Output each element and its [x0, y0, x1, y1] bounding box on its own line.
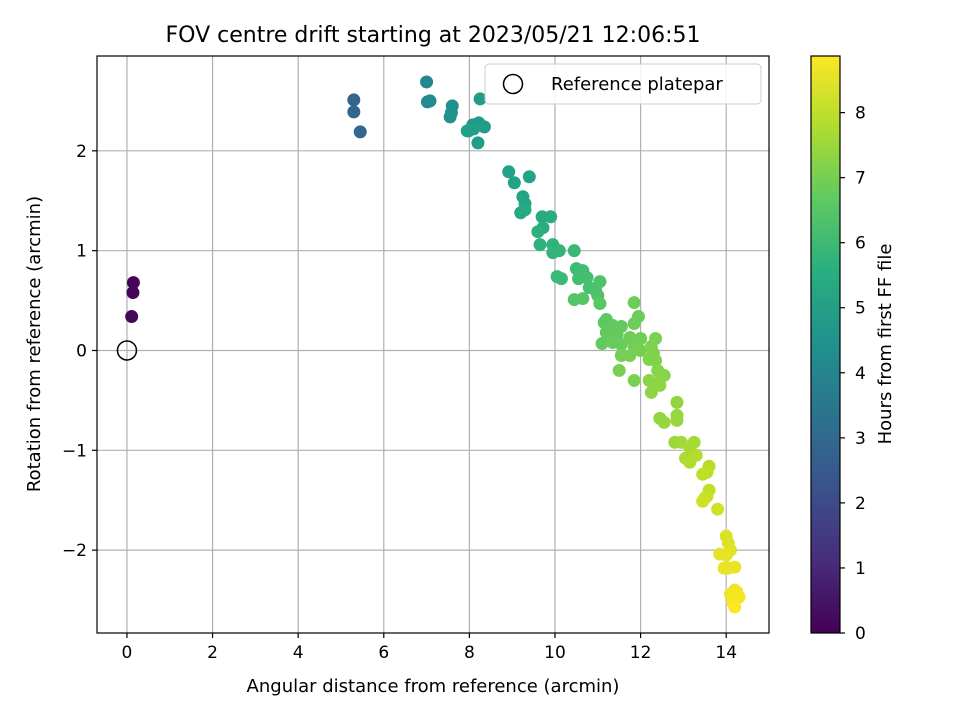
reference-platepar-marker: [116, 340, 138, 361]
data-point-6: [420, 75, 434, 89]
data-point-80: [670, 395, 684, 409]
colorbar-tick-label-8: 8: [855, 104, 866, 124]
data-point-21: [507, 176, 521, 190]
x-tick-label-7: 14: [715, 643, 737, 663]
colorbar-label: Hours from first FF file: [875, 244, 896, 445]
x-tick-label-2: 4: [293, 643, 304, 663]
data-point-64: [634, 343, 648, 357]
data-point-55: [595, 337, 609, 351]
data-point-30: [531, 225, 545, 239]
data-point-11: [443, 110, 457, 124]
data-point-19: [460, 124, 474, 138]
data-point-53: [599, 326, 613, 340]
data-point-3: [347, 93, 361, 107]
data-point-94: [696, 467, 710, 481]
colorbar-tick-label-6: 6: [855, 234, 866, 254]
colorbar-tick-label-4: 4: [855, 364, 866, 384]
data-point-34: [552, 244, 566, 258]
data-point-58: [627, 296, 641, 310]
data-point-47: [576, 292, 590, 306]
colorbar-tick-label-7: 7: [855, 169, 866, 189]
y-tick-label-0: −2: [62, 541, 87, 561]
data-point-26: [518, 203, 532, 217]
colorbar-tick-label-3: 3: [855, 429, 866, 449]
x-tick-label-1: 2: [207, 643, 218, 663]
data-point-8: [423, 94, 437, 108]
data-point-17: [473, 92, 487, 106]
data-point-41: [580, 271, 594, 285]
x-tick-label-0: 0: [122, 643, 133, 663]
data-point-99: [711, 502, 725, 516]
data-point-60: [627, 317, 641, 331]
reference-marker-group: [116, 340, 138, 361]
data-point-104: [719, 548, 733, 562]
legend-label: Reference platepar: [551, 74, 723, 95]
colorbar-tick-label-5: 5: [855, 299, 866, 319]
colorbar-ticks: 0 1 2 3 4 5 6 7 8: [840, 104, 866, 644]
data-point-73: [649, 353, 663, 367]
x-axis-label: Angular distance from reference (arcmin): [247, 676, 620, 697]
data-point-37: [554, 272, 568, 286]
y-axis-ticks: −2 −1 0 1 2: [62, 142, 97, 561]
data-point-67: [612, 363, 626, 377]
data-point-15: [477, 120, 491, 134]
data-point-5: [353, 125, 367, 139]
colorbar-tick-label-0: 0: [855, 624, 866, 644]
data-point-0: [126, 276, 140, 290]
data-point-28: [544, 210, 558, 224]
y-tick-label-4: 2: [76, 142, 87, 162]
data-point-20: [502, 165, 516, 179]
y-axis-label: Rotation from reference (arcmin): [24, 196, 45, 492]
colorbar-tick-label-1: 1: [855, 559, 866, 579]
data-point-68: [627, 373, 641, 387]
plot-frame: [96, 55, 770, 634]
y-tick-label-1: −1: [62, 441, 87, 461]
x-tick-label-6: 12: [630, 643, 652, 663]
legend-reference-marker: [502, 73, 524, 95]
x-tick-label-3: 6: [378, 643, 389, 663]
data-point-16: [471, 136, 485, 150]
data-point-31: [533, 238, 547, 252]
x-tick-label-5: 10: [544, 643, 566, 663]
data-point-44: [593, 275, 607, 289]
data-point-2: [125, 310, 139, 324]
data-points: [125, 75, 746, 614]
y-tick-label-2: 0: [76, 341, 87, 361]
x-tick-label-4: 8: [464, 643, 475, 663]
colorbar: 0 1 2 3 4 5 6 7 8 Hours from first FF file: [810, 55, 896, 644]
data-point-82: [657, 415, 671, 429]
chart-title: FOV centre drift starting at 2023/05/21 …: [166, 23, 701, 48]
data-point-4: [347, 105, 361, 119]
data-point-84: [670, 413, 684, 427]
data-point-48: [593, 297, 607, 311]
data-point-35: [567, 244, 581, 258]
data-point-98: [696, 494, 710, 508]
data-point-22: [522, 170, 536, 184]
data-point-66: [623, 348, 637, 362]
data-point-91: [689, 448, 703, 462]
legend: Reference platepar: [484, 63, 762, 105]
colorbar-tick-label-2: 2: [855, 494, 866, 514]
data-point-115: [728, 600, 742, 614]
y-tick-label-3: 1: [76, 242, 87, 262]
legend-box: [484, 63, 762, 105]
x-axis-ticks: 0 2 4 6 8 10 12 14: [122, 633, 737, 663]
data-point-79: [653, 378, 667, 392]
data-point-107: [728, 560, 742, 574]
data-point-1: [126, 286, 140, 300]
colorbar-gradient: [810, 55, 841, 634]
